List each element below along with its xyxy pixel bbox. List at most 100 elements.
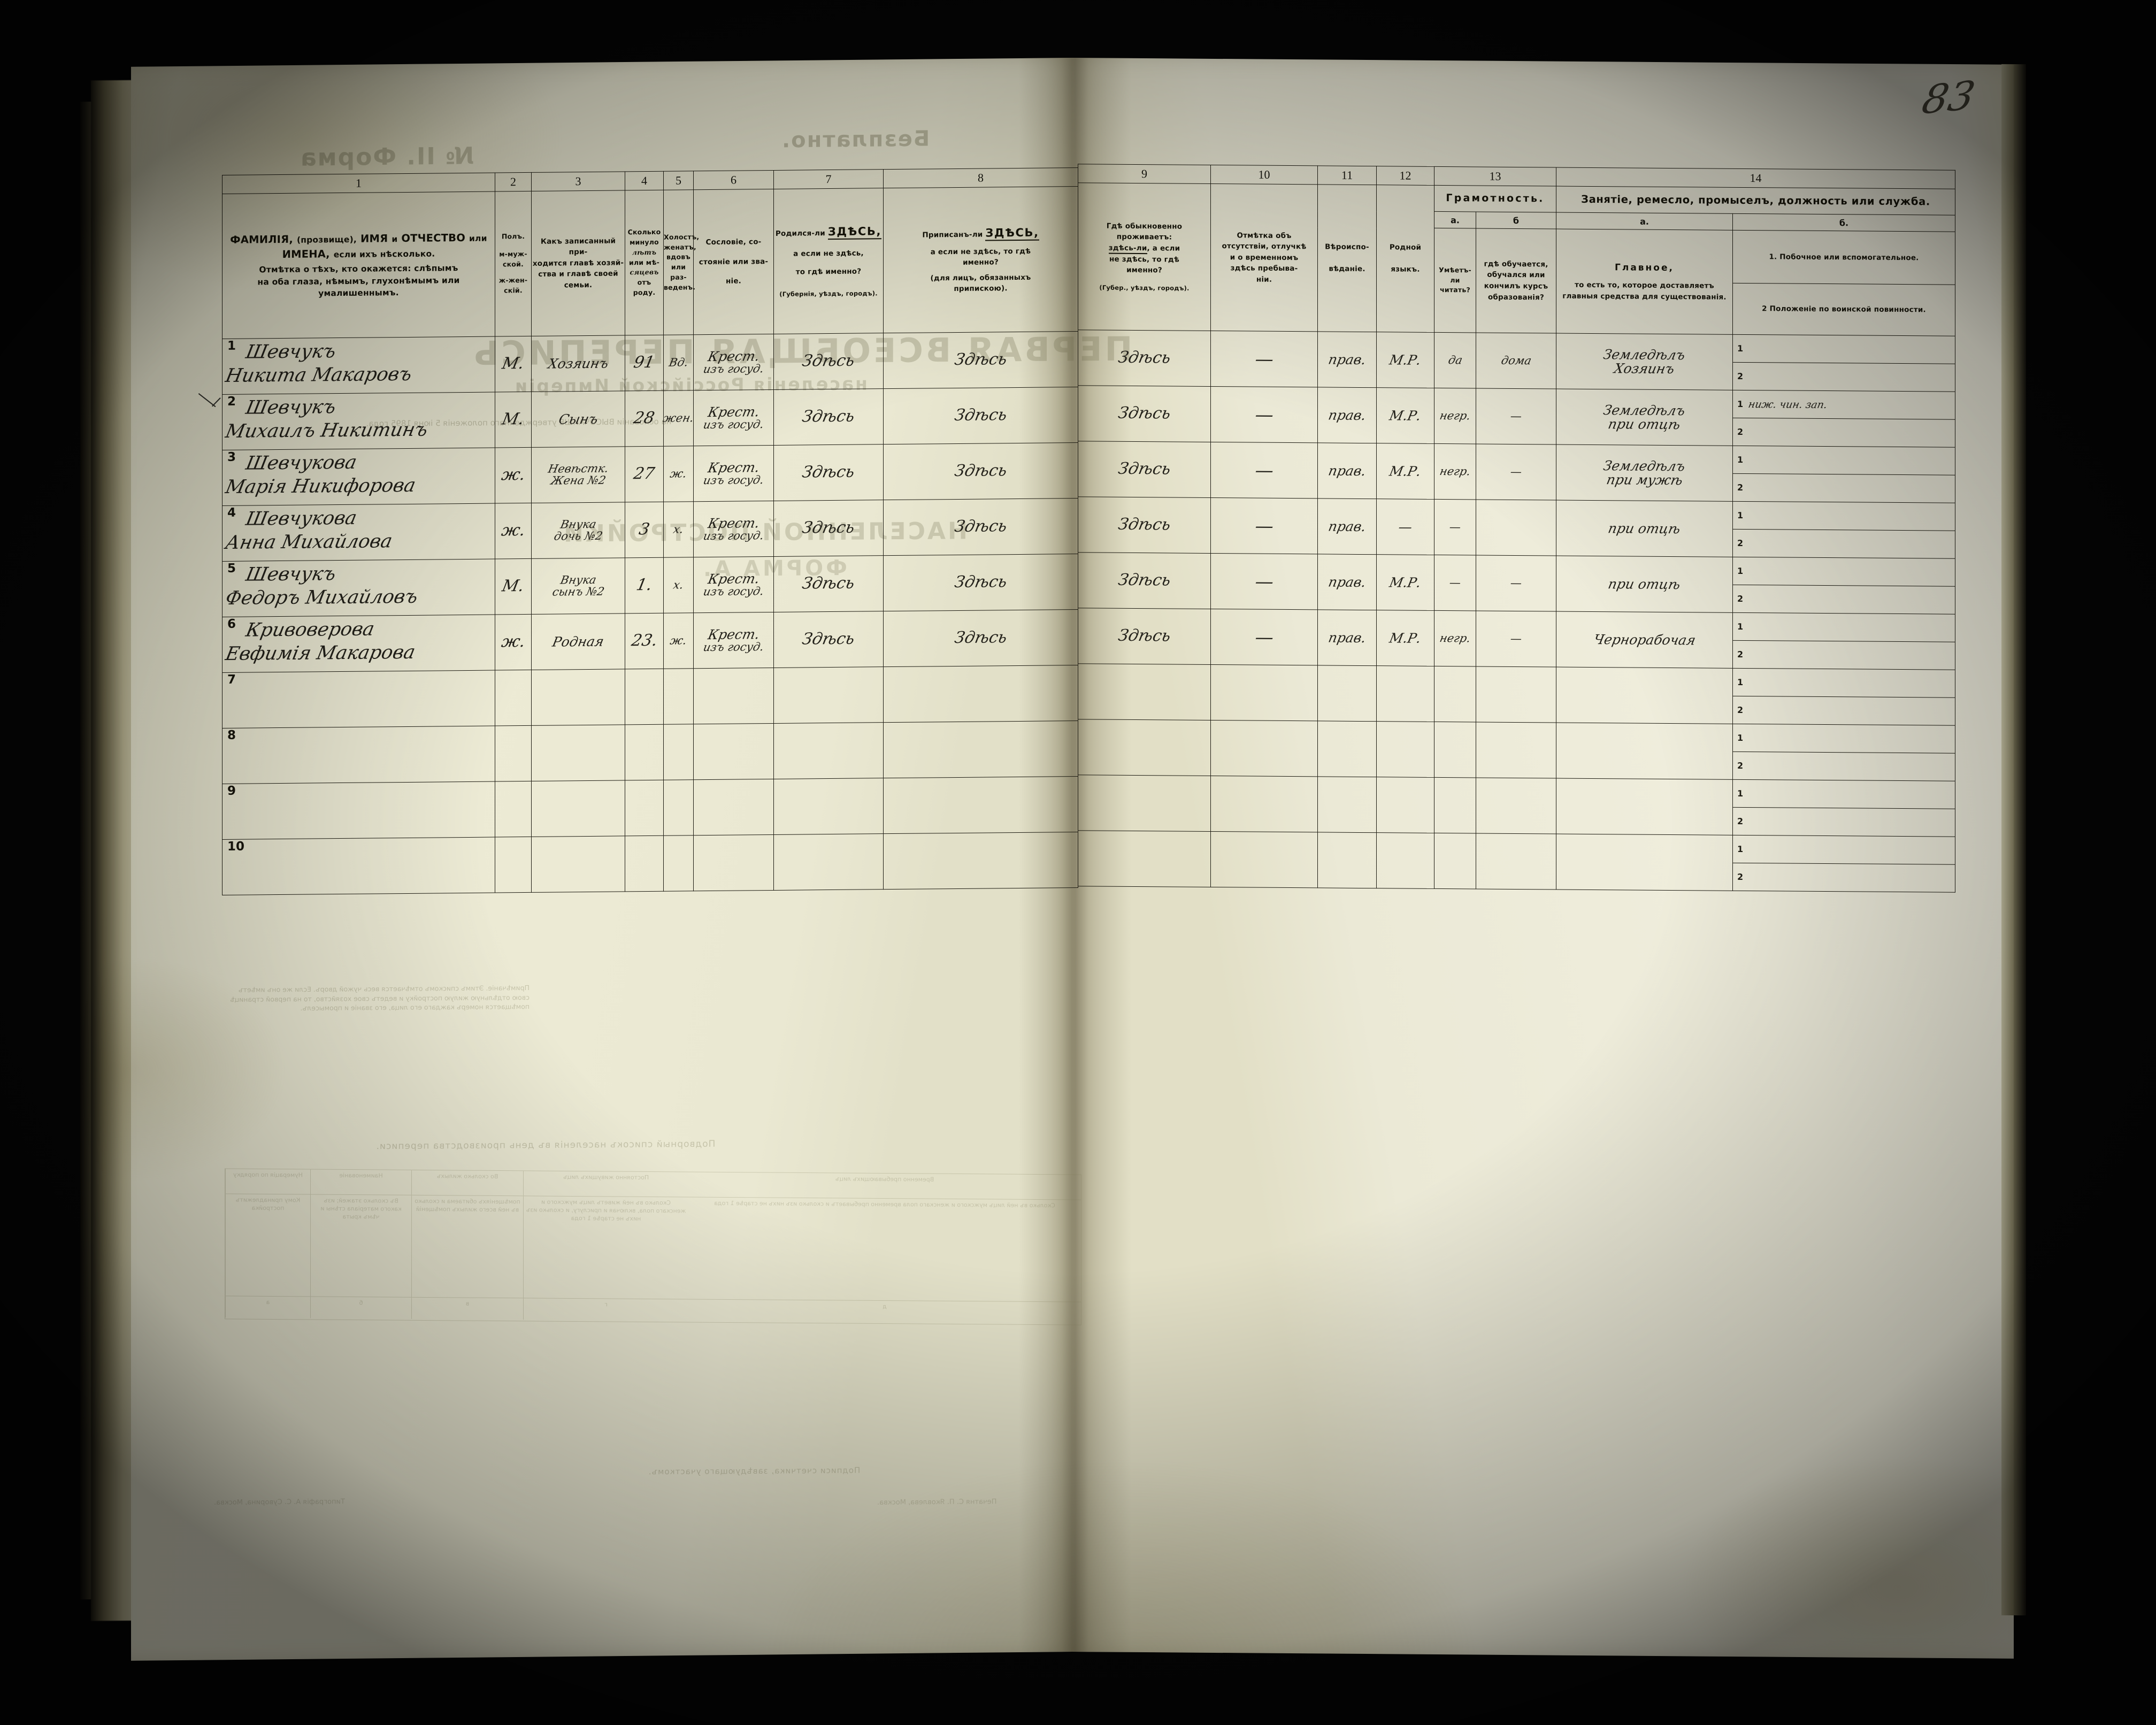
- cell-name[interactable]: 8: [222, 726, 495, 784]
- cell-literacy-education[interactable]: [1476, 499, 1556, 556]
- cell-religion[interactable]: прав.: [1317, 609, 1377, 666]
- cell-literacy-education[interactable]: —: [1476, 610, 1556, 668]
- cell-registration[interactable]: Здѣсь: [883, 442, 1078, 500]
- cell-language[interactable]: М.Р.: [1376, 554, 1434, 611]
- cell-occupation-secondary[interactable]: 1 2: [1732, 724, 1955, 781]
- cell-literacy-can-read[interactable]: [1434, 777, 1476, 833]
- cell-estate[interactable]: [693, 779, 774, 835]
- cell-registration[interactable]: Здѣсь: [883, 609, 1078, 667]
- cell-occupation-secondary[interactable]: 1 2: [1732, 557, 1955, 615]
- table-row[interactable]: 10: [222, 832, 1078, 895]
- cell-occupation-main[interactable]: Земледѣлъ при отцѣ: [1556, 389, 1733, 446]
- cell-occupation-secondary[interactable]: 1 2: [1732, 779, 1955, 837]
- cell-language[interactable]: [1376, 777, 1434, 833]
- cell-occupation-secondary[interactable]: 1 2: [1732, 612, 1955, 670]
- cell-literacy-education[interactable]: [1476, 722, 1556, 779]
- subcell-military-status[interactable]: 2: [1733, 641, 1955, 670]
- table-row[interactable]: 3 Шевчукова Марія Никифорова ж. Невѣстк.…: [222, 442, 1078, 506]
- cell-occupation-main[interactable]: Земледѣлъ при мужѣ: [1556, 444, 1733, 502]
- cell-marital[interactable]: [663, 835, 694, 892]
- cell-religion[interactable]: прав.: [1317, 498, 1377, 555]
- cell-name[interactable]: 5 Шевчукъ Федоръ Михайловъ: [222, 559, 495, 617]
- cell-marital[interactable]: х.: [663, 557, 694, 614]
- cell-name[interactable]: 9: [222, 781, 495, 840]
- subcell-military-status[interactable]: 2: [1733, 418, 1955, 447]
- cell-estate[interactable]: [693, 723, 774, 780]
- cell-estate[interactable]: Крест. изъ госуд.: [693, 612, 774, 669]
- table-row[interactable]: Здѣсь — прав. — — при отцѣ 1 2: [1078, 496, 1955, 559]
- subcell-aux-occupation[interactable]: 1: [1733, 501, 1955, 531]
- cell-registration[interactable]: [883, 832, 1078, 890]
- cell-age[interactable]: 91: [625, 335, 664, 391]
- cell-age[interactable]: [625, 724, 664, 780]
- cell-literacy-can-read[interactable]: негр.: [1434, 610, 1476, 666]
- cell-occupation-secondary[interactable]: 1 2: [1732, 835, 1955, 893]
- cell-absence[interactable]: [1210, 831, 1318, 888]
- cell-name[interactable]: 4 Шевчукова Анна Михайлова: [222, 503, 495, 562]
- subcell-aux-occupation[interactable]: 1 ниж. чин. зап.: [1733, 390, 1955, 420]
- cell-language[interactable]: М.Р.: [1376, 610, 1434, 666]
- table-row[interactable]: 1 Шевчукъ Никита Макаровъ М. Хозяинъ 91 …: [222, 331, 1078, 395]
- cell-occupation-main[interactable]: при отцѣ: [1556, 556, 1733, 613]
- cell-registration[interactable]: Здѣсь: [883, 387, 1078, 444]
- cell-registration[interactable]: Здѣсь: [883, 554, 1078, 611]
- cell-birthplace[interactable]: [773, 666, 884, 724]
- cell-occupation-secondary[interactable]: 1 2: [1732, 501, 1955, 559]
- cell-literacy-can-read[interactable]: —: [1434, 555, 1476, 611]
- cell-marital[interactable]: [663, 724, 694, 780]
- subcell-military-status[interactable]: 2: [1733, 752, 1955, 781]
- cell-absence[interactable]: [1210, 720, 1318, 777]
- cell-occupation-main[interactable]: при отцѣ: [1556, 500, 1733, 557]
- cell-residence[interactable]: Здѣсь: [1078, 441, 1211, 498]
- cell-literacy-education[interactable]: [1476, 777, 1556, 834]
- cell-absence[interactable]: [1210, 776, 1318, 832]
- cell-religion[interactable]: прав.: [1317, 554, 1377, 610]
- cell-literacy-can-read[interactable]: —: [1434, 499, 1476, 555]
- table-row[interactable]: 2 Шевчукъ Михаилъ Никитинъ М. Сынъ 28 же…: [222, 387, 1078, 450]
- cell-registration[interactable]: [883, 720, 1078, 778]
- cell-occupation-main[interactable]: [1556, 834, 1733, 891]
- cell-occupation-secondary[interactable]: 1 ниж. чин. зап. 2: [1732, 390, 1955, 448]
- subcell-aux-occupation[interactable]: 1: [1733, 446, 1955, 476]
- cell-marital[interactable]: х.: [663, 501, 694, 558]
- cell-relation[interactable]: [531, 669, 625, 726]
- cell-marital[interactable]: [663, 779, 694, 836]
- cell-name[interactable]: 10: [222, 837, 495, 895]
- cell-absence[interactable]: —: [1210, 331, 1318, 387]
- table-row[interactable]: 6 Кривоверова Евфимія Макарова ж. Родная…: [222, 609, 1078, 673]
- cell-language[interactable]: М.Р.: [1376, 443, 1434, 500]
- cell-estate[interactable]: Крест. изъ госуд.: [693, 501, 774, 557]
- cell-religion[interactable]: прав.: [1317, 331, 1377, 388]
- cell-age[interactable]: 1.: [625, 557, 664, 614]
- cell-sex[interactable]: М.: [495, 392, 532, 448]
- cell-sex[interactable]: ж.: [495, 503, 532, 559]
- cell-religion[interactable]: прав.: [1317, 387, 1377, 443]
- cell-literacy-can-read[interactable]: [1434, 666, 1476, 722]
- cell-birthplace[interactable]: [773, 778, 884, 835]
- subcell-aux-occupation[interactable]: 1: [1733, 835, 1955, 865]
- cell-religion[interactable]: [1317, 776, 1377, 833]
- cell-sex[interactable]: ж.: [495, 614, 532, 671]
- cell-absence[interactable]: [1210, 664, 1318, 721]
- cell-estate[interactable]: Крест. изъ госуд.: [693, 334, 774, 390]
- cell-language[interactable]: М.Р.: [1376, 332, 1434, 388]
- cell-marital[interactable]: Вд.: [663, 334, 694, 391]
- subcell-military-status[interactable]: 2: [1733, 863, 1955, 892]
- cell-estate[interactable]: Крест. изъ госуд.: [693, 556, 774, 613]
- cell-sex[interactable]: [495, 781, 532, 838]
- cell-relation[interactable]: [531, 724, 625, 781]
- cell-occupation-main[interactable]: Земледѣлъ Хозяинъ: [1556, 333, 1733, 390]
- cell-literacy-can-read[interactable]: негр.: [1434, 443, 1476, 500]
- subcell-military-status[interactable]: 2: [1733, 585, 1955, 614]
- cell-name[interactable]: 1 Шевчукъ Никита Макаровъ: [222, 336, 495, 395]
- cell-occupation-main[interactable]: [1556, 667, 1733, 724]
- cell-occupation-main[interactable]: Чернорабочая: [1556, 611, 1733, 669]
- cell-residence[interactable]: Здѣсь: [1078, 329, 1211, 387]
- cell-language[interactable]: [1376, 665, 1434, 722]
- cell-estate[interactable]: Крест. изъ госуд.: [693, 445, 774, 502]
- cell-sex[interactable]: [495, 837, 532, 893]
- cell-name[interactable]: 6 Кривоверова Евфимія Макарова: [222, 615, 495, 673]
- cell-language[interactable]: [1376, 721, 1434, 778]
- cell-birthplace[interactable]: Здѣсь: [773, 555, 884, 612]
- cell-residence[interactable]: [1078, 719, 1211, 776]
